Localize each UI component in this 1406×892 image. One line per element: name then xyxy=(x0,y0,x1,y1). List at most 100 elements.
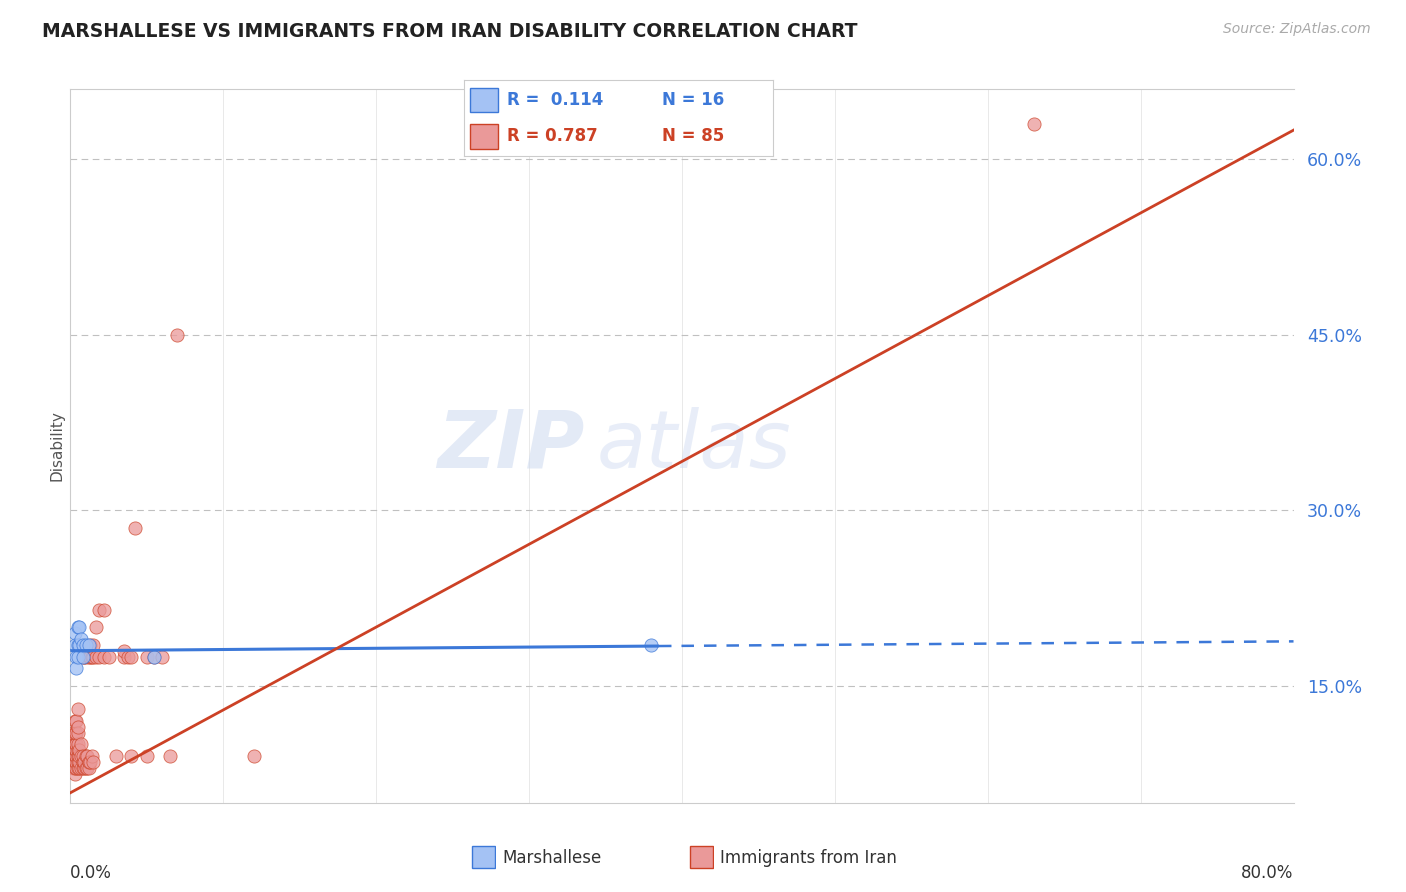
Point xyxy=(135,649,157,664)
Point xyxy=(143,649,166,664)
Text: Immigrants from Iran: Immigrants from Iran xyxy=(720,849,897,867)
Point xyxy=(66,749,89,764)
Point xyxy=(63,743,86,757)
Point xyxy=(65,725,87,739)
Point xyxy=(65,749,87,764)
FancyBboxPatch shape xyxy=(470,88,498,112)
Point xyxy=(79,638,101,652)
Point xyxy=(69,620,91,634)
Point xyxy=(73,649,96,664)
Point xyxy=(84,649,107,664)
Point xyxy=(80,749,103,764)
Point xyxy=(69,638,91,652)
Point xyxy=(70,749,93,764)
Point xyxy=(65,743,87,757)
Point xyxy=(73,755,96,769)
Point xyxy=(62,761,84,775)
Point xyxy=(66,755,89,769)
Point xyxy=(75,761,97,775)
Point xyxy=(65,661,87,675)
Point xyxy=(65,714,87,728)
Text: 80.0%: 80.0% xyxy=(1241,863,1294,881)
Point xyxy=(75,749,97,764)
FancyBboxPatch shape xyxy=(472,846,495,869)
Point xyxy=(77,638,100,652)
Point xyxy=(63,749,86,764)
FancyBboxPatch shape xyxy=(470,124,498,149)
Point xyxy=(159,749,181,764)
Point xyxy=(80,649,103,664)
Text: N = 16: N = 16 xyxy=(662,91,724,109)
Point xyxy=(72,749,94,764)
Point xyxy=(97,649,120,664)
Text: N = 85: N = 85 xyxy=(662,128,724,145)
Point xyxy=(70,632,93,646)
Point xyxy=(1022,117,1045,131)
Text: 0.0%: 0.0% xyxy=(70,863,112,881)
Text: Marshallese: Marshallese xyxy=(502,849,602,867)
Point xyxy=(66,725,89,739)
Point xyxy=(62,725,84,739)
Point xyxy=(75,649,97,664)
Point xyxy=(75,638,97,652)
Point xyxy=(82,755,104,769)
Text: ZIP: ZIP xyxy=(437,407,583,485)
Point xyxy=(66,702,89,716)
Point xyxy=(77,649,100,664)
Point xyxy=(76,761,98,775)
Text: atlas: atlas xyxy=(596,407,792,485)
Point xyxy=(66,620,89,634)
Point xyxy=(72,649,94,664)
Point xyxy=(82,638,104,652)
Point xyxy=(62,749,84,764)
Point xyxy=(66,743,89,757)
Point xyxy=(63,626,86,640)
Point xyxy=(640,638,662,652)
Point xyxy=(70,761,93,775)
Point xyxy=(89,649,111,664)
Text: R =  0.114: R = 0.114 xyxy=(508,91,603,109)
Point xyxy=(112,649,135,664)
Point xyxy=(66,720,89,734)
Point xyxy=(79,649,101,664)
Point xyxy=(112,644,135,658)
Point xyxy=(63,737,86,751)
Point xyxy=(69,761,91,775)
Point xyxy=(77,755,100,769)
Point xyxy=(63,755,86,769)
Point xyxy=(69,755,91,769)
Point xyxy=(76,749,98,764)
Point xyxy=(65,755,87,769)
Point xyxy=(62,755,84,769)
Point xyxy=(143,649,166,664)
Point xyxy=(66,649,89,664)
Point xyxy=(66,761,89,775)
Point xyxy=(121,649,143,664)
Point xyxy=(72,755,94,769)
Point xyxy=(66,737,89,751)
Point xyxy=(69,749,91,764)
Point xyxy=(65,761,87,775)
Point xyxy=(79,755,101,769)
Point xyxy=(77,761,100,775)
Point xyxy=(63,766,86,780)
Point xyxy=(65,649,87,664)
Point xyxy=(82,649,104,664)
Point xyxy=(150,649,173,664)
Point xyxy=(66,638,89,652)
Text: R = 0.787: R = 0.787 xyxy=(508,128,598,145)
Point xyxy=(166,327,188,342)
Y-axis label: Disability: Disability xyxy=(49,410,65,482)
Text: Source: ZipAtlas.com: Source: ZipAtlas.com xyxy=(1223,22,1371,37)
Point xyxy=(63,761,86,775)
Point xyxy=(124,521,146,535)
Point xyxy=(93,649,115,664)
Point xyxy=(69,743,91,757)
Point xyxy=(89,603,111,617)
Point xyxy=(84,620,107,634)
Text: MARSHALLESE VS IMMIGRANTS FROM IRAN DISABILITY CORRELATION CHART: MARSHALLESE VS IMMIGRANTS FROM IRAN DISA… xyxy=(42,22,858,41)
Point xyxy=(63,725,86,739)
Point xyxy=(117,649,139,664)
Point xyxy=(70,737,93,751)
Point xyxy=(93,603,115,617)
